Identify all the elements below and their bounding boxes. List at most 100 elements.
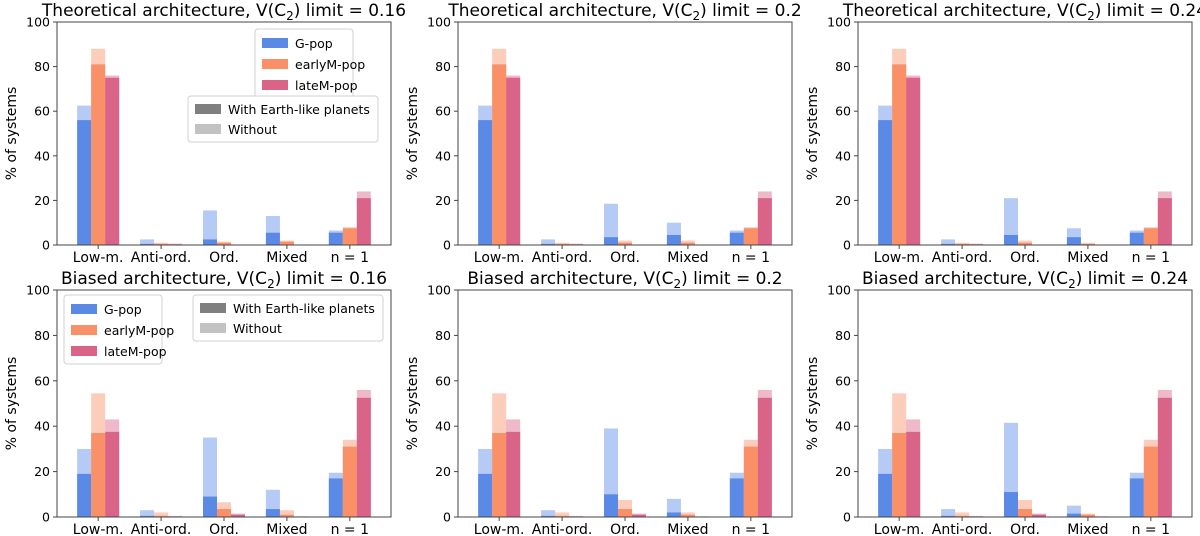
- bar-with-earlyM-pop-1: [555, 515, 570, 517]
- legend-swatch-earlyM-pop: [71, 325, 97, 335]
- panel-4: Biased architecture, V(C2) limit = 0.16 0…: [4, 269, 392, 536]
- title-subscript: 2: [1068, 277, 1076, 291]
- x-tick-label: Anti-ord.: [932, 250, 993, 266]
- bar-with-G-pop-2: [604, 494, 618, 517]
- bar-with-lateM-pop-0: [506, 77, 521, 245]
- y-tick-label: 0: [443, 238, 451, 253]
- plot-frame: [56, 21, 392, 246]
- bar-total-earlyM-pop-3: [680, 240, 695, 245]
- bar-with-earlyM-pop-3: [680, 514, 695, 517]
- bar-with-G-pop-2: [604, 237, 618, 245]
- bar-with-G-pop-0: [878, 120, 893, 245]
- y-tick-label: 20: [435, 193, 451, 208]
- legend-label-without: Without: [233, 321, 282, 336]
- bar-total-G-pop-1: [541, 239, 556, 245]
- y-tick-label: 40: [835, 148, 851, 163]
- bar-with-G-pop-4: [328, 232, 343, 245]
- y-tick-label: 60: [34, 373, 50, 388]
- legend-swatch-G-pop: [71, 304, 97, 314]
- legend-swatch-without: [195, 124, 221, 134]
- y-tick-label: 20: [435, 464, 451, 479]
- title-prefix: Biased architecture, V(C: [862, 269, 1068, 289]
- bar-with-G-pop-0: [77, 120, 92, 245]
- x-tick-label: Ord.: [610, 250, 640, 266]
- bar-with-earlyM-pop-3: [1080, 243, 1095, 245]
- bar-total-G-pop-2: [1004, 198, 1018, 245]
- bar-with-G-pop-1: [140, 515, 155, 517]
- title-suffix: ) limit = 0.24: [1095, 1, 1200, 21]
- x-tick-label: Mixed: [1067, 250, 1108, 266]
- bar-with-earlyM-pop-2: [217, 509, 231, 517]
- bar-with-earlyM-pop-1: [154, 515, 169, 517]
- panel-3: Theoretical architecture, V(C2) limit = …: [805, 1, 1200, 266]
- bar-with-G-pop-3: [666, 234, 681, 245]
- legend-swatch-with: [195, 104, 221, 114]
- bar-with-earlyM-pop-2: [217, 242, 231, 245]
- bar-with-earlyM-pop-1: [555, 243, 570, 245]
- bar-with-lateM-pop-4: [757, 397, 772, 517]
- bar-total-earlyM-pop-2: [618, 240, 632, 245]
- y-tick-label: 100: [427, 15, 451, 30]
- y-tick-label: 60: [835, 373, 851, 388]
- bar-with-G-pop-4: [729, 478, 744, 517]
- legend-swatch-lateM-pop: [71, 346, 97, 356]
- y-tick-label: 0: [42, 510, 50, 525]
- bar-with-earlyM-pop-0: [892, 433, 907, 517]
- x-tick-label: Ord.: [209, 250, 239, 266]
- bar-with-G-pop-3: [666, 512, 681, 517]
- panel-2: Theoretical architecture, V(C2) limit = …: [405, 1, 802, 266]
- bar-with-earlyM-pop-3: [1080, 514, 1095, 517]
- bar-total-G-pop-2: [604, 203, 618, 245]
- bar-with-G-pop-4: [1129, 232, 1144, 245]
- legend-top-left: G-pop earlyM-pop lateM-pop With Earth-like …: [187, 28, 379, 143]
- bar-with-G-pop-1: [541, 243, 556, 245]
- y-tick-label: 80: [835, 328, 851, 343]
- y-tick-label: 80: [34, 328, 50, 343]
- bar-total-G-pop-1: [140, 239, 155, 245]
- legend-label-G-pop: G-pop: [104, 302, 142, 317]
- title-subscript: 2: [673, 277, 681, 291]
- x-tick-label: Anti-ord.: [131, 522, 192, 536]
- bar-with-earlyM-pop-2: [1018, 242, 1032, 245]
- plot-frame: [56, 289, 392, 518]
- bar-with-lateM-pop-4: [356, 397, 371, 517]
- x-tick-label: Ord.: [209, 522, 239, 536]
- bar-with-lateM-pop-4: [757, 198, 772, 245]
- plot-frame: [857, 289, 1193, 518]
- bar-with-lateM-pop-0: [506, 431, 521, 517]
- bar-total-G-pop-1: [941, 239, 956, 245]
- y-tick-label: 20: [835, 193, 851, 208]
- bar-with-earlyM-pop-4: [743, 446, 758, 517]
- panel-title: Theoretical architecture, V(C2) limit = …: [41, 1, 406, 23]
- y-tick-label: 80: [835, 59, 851, 74]
- title-prefix: Biased architecture, V(C: [467, 269, 673, 289]
- x-tick-label: Low-m.: [474, 522, 525, 536]
- x-tick-label: Anti-ord.: [532, 522, 593, 536]
- bar-with-earlyM-pop-4: [342, 446, 357, 517]
- x-tick-label: Mixed: [667, 250, 708, 266]
- bar-with-G-pop-0: [77, 473, 92, 517]
- bar-with-lateM-pop-0: [906, 431, 921, 517]
- panel-1: Theoretical architecture, V(C2) limit = …: [4, 1, 406, 266]
- bar-with-lateM-pop-4: [356, 198, 371, 245]
- arch-legend-box: [187, 95, 379, 143]
- x-tick-label: Anti-ord.: [131, 250, 192, 266]
- legend-label-G-pop: G-pop: [295, 36, 333, 51]
- bar-with-G-pop-1: [140, 243, 155, 245]
- bar-with-lateM-pop-2: [632, 514, 646, 517]
- panel-title: Biased architecture, V(C2) limit = 0.2: [467, 269, 782, 291]
- y-tick-label: 40: [34, 148, 50, 163]
- bar-with-lateM-pop-0: [906, 77, 921, 245]
- x-tick-label: n = 1: [331, 250, 369, 266]
- x-tick-label: Anti-ord.: [532, 250, 593, 266]
- y-tick-label: 20: [34, 193, 50, 208]
- bar-total-earlyM-pop-2: [1018, 240, 1032, 245]
- bar-with-earlyM-pop-1: [955, 243, 970, 245]
- y-axis-label: % of systems: [405, 357, 421, 451]
- y-tick-label: 80: [435, 328, 451, 343]
- x-tick-label: Low-m.: [73, 250, 124, 266]
- bar-with-earlyM-pop-1: [955, 515, 970, 517]
- bar-with-lateM-pop-4: [1157, 397, 1172, 517]
- bar-with-earlyM-pop-1: [154, 243, 169, 245]
- bar-with-G-pop-1: [941, 243, 956, 245]
